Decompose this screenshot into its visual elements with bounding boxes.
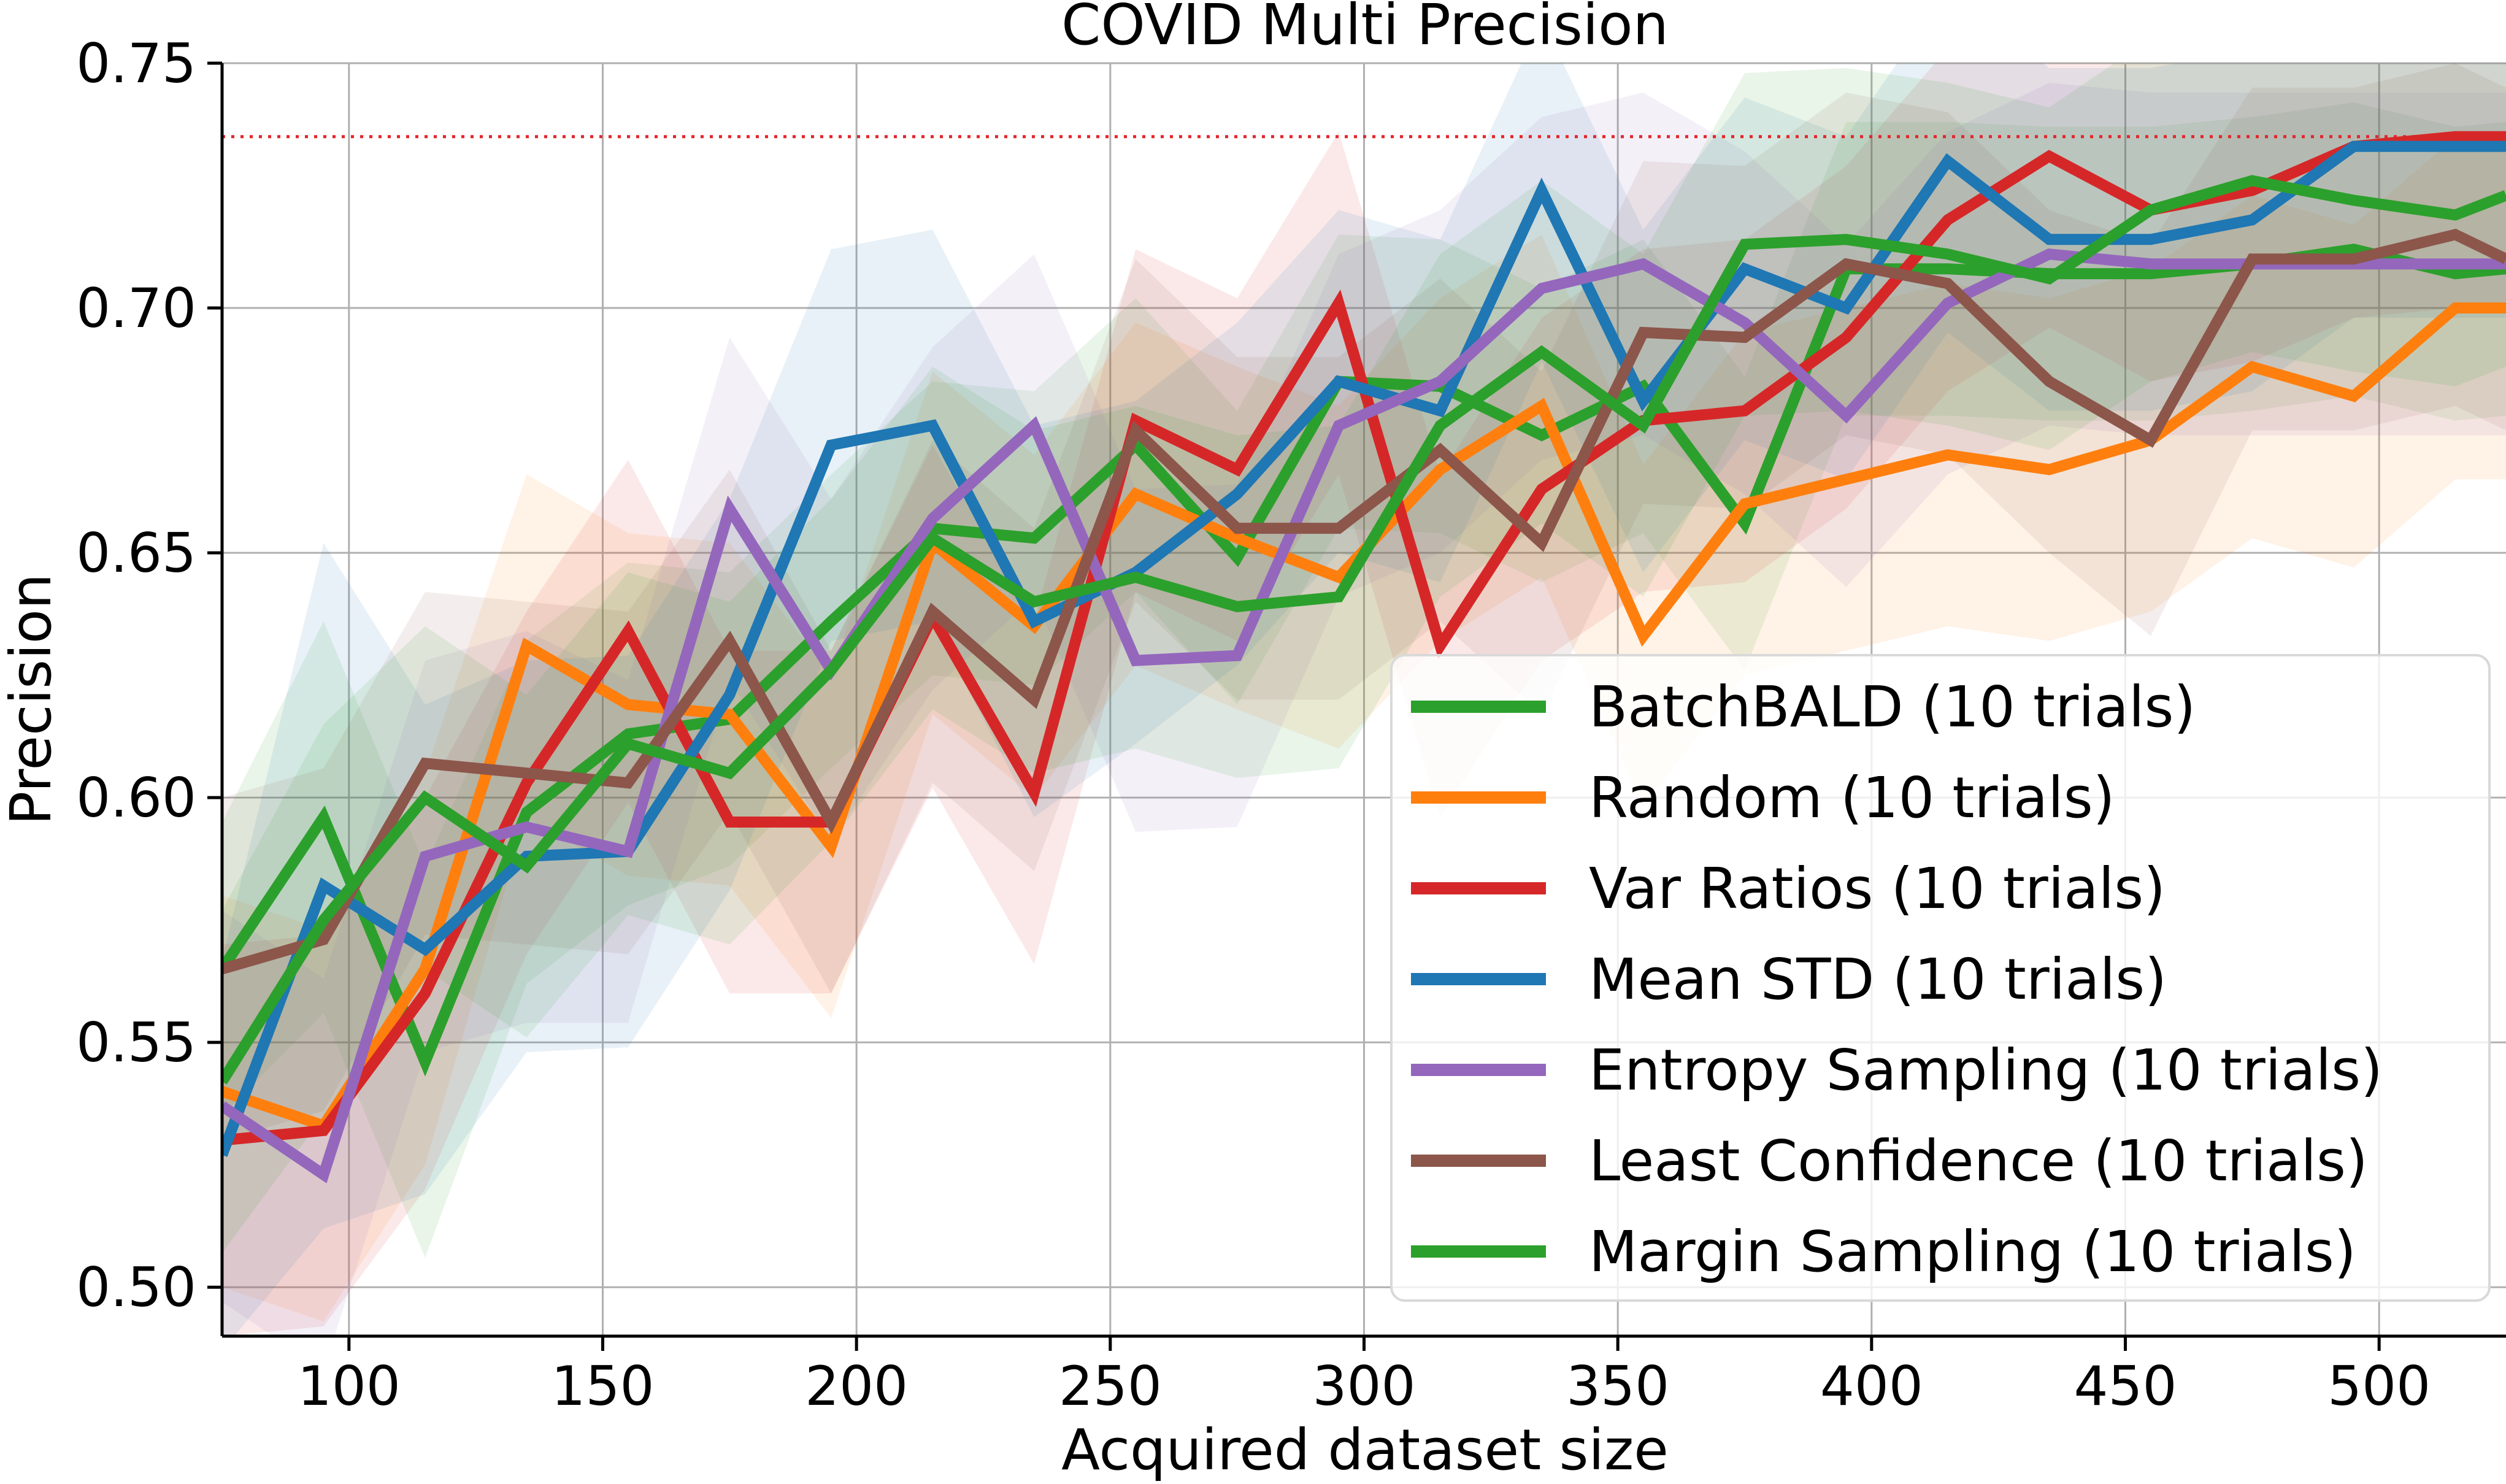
series-band-6 [222, 63, 2506, 1253]
x-axis-label: Acquired dataset size [1061, 1417, 1669, 1483]
y-tick-label-4: 0.70 [76, 277, 196, 340]
legend: BatchBALD (10 trials) Random (10 trials) V… [1390, 654, 2491, 1302]
confidence-bands [222, 63, 2506, 1336]
y-tick-label-3: 0.65 [76, 521, 196, 585]
series-line-0 [222, 244, 2506, 1077]
legend-label-2: Var Ratios (10 trials) [1589, 856, 2166, 921]
y-tick-label-2: 0.60 [76, 766, 196, 829]
y-tick-label-0: 0.50 [76, 1256, 196, 1319]
y-tick-label-1: 0.55 [76, 1011, 196, 1074]
x-tick-label-5: 350 [1566, 1355, 1669, 1418]
legend-box [1390, 654, 2491, 1302]
series-line-5 [222, 228, 2506, 975]
x-tick-label-6: 400 [1820, 1355, 1923, 1418]
series-lines [222, 131, 2506, 1183]
series-band-5 [222, 63, 2506, 1140]
series-line-4 [222, 248, 2506, 1183]
series-band-3 [222, 63, 2506, 1336]
x-tick-label-0: 100 [298, 1355, 401, 1418]
series-band-1 [222, 136, 2506, 1322]
y-axis-label: Precision [0, 574, 64, 826]
series-band-0 [222, 102, 2506, 1258]
x-tick-label-8: 500 [2327, 1355, 2431, 1418]
legend-label-3: Mean STD (10 trials) [1589, 947, 2167, 1012]
legend-label-6: Margin Sampling (10 trials) [1589, 1219, 2356, 1285]
x-tick-label-4: 300 [1313, 1355, 1416, 1418]
legend-label-0: BatchBALD (10 trials) [1589, 674, 2196, 740]
x-tick-label-3: 250 [1059, 1355, 1162, 1418]
axis-ticks: 100 150 200 250 300 350 400 450 500 0.50 0.55 0.60 0… [76, 32, 2431, 1418]
series-line-1 [222, 302, 2506, 1132]
series-band-4 [222, 82, 2506, 1336]
legend-label-1: Random (10 trials) [1589, 765, 2115, 831]
series-band-2 [222, 63, 2506, 1336]
legend-label-5: Least Confidence (10 trials) [1589, 1128, 2368, 1194]
y-tick-label-5: 0.75 [76, 32, 196, 95]
x-tick-label-2: 200 [805, 1355, 908, 1418]
series-line-6 [222, 175, 2506, 1085]
x-tick-label-1: 150 [552, 1355, 655, 1418]
legend-label-4: Entropy Sampling (10 trials) [1589, 1037, 2383, 1103]
chart-title: COVID Multi Precision [1061, 0, 1669, 58]
x-tick-label-7: 450 [2074, 1355, 2177, 1418]
